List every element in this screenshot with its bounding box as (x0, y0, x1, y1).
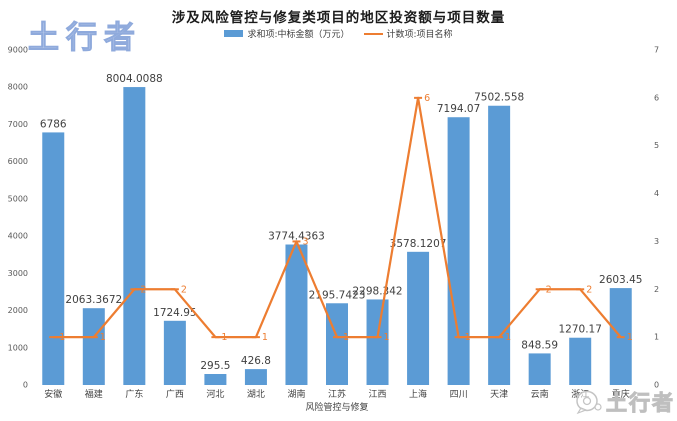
x-axis-label: 上海 (409, 388, 427, 400)
bar-value-label: 2063.3672 (65, 294, 122, 306)
bar (569, 337, 592, 385)
bar (407, 251, 430, 385)
line-value-label: 3 (302, 236, 308, 247)
x-axis-label: 江苏 (328, 388, 346, 400)
bar-value-label: 3774.4363 (268, 231, 325, 243)
x-axis-label: 天津 (490, 389, 508, 400)
y-axis-tick-left: 3000 (8, 269, 28, 278)
x-axis-label: 安徽 (44, 388, 62, 400)
bar-value-label: 2603.45 (599, 274, 642, 286)
watermark-top-left: 土行者 (28, 20, 142, 57)
bar (447, 117, 470, 385)
x-axis-label: 云南 (531, 388, 549, 400)
line-value-label: 1 (627, 332, 633, 343)
y-axis-tick-left: 1000 (8, 343, 28, 352)
line-value-label: 1 (384, 332, 390, 343)
y-axis-tick-right: 0 (654, 381, 659, 390)
bar-value-label: 1270.17 (558, 324, 601, 336)
bar-value-label: 3578.1207 (390, 238, 447, 250)
legend-item-bar-series: 求和项:中标金额（万元） (224, 27, 350, 40)
x-axis-title: 风险管控与修复 (305, 401, 368, 413)
legend-label-bar-series: 求和项:中标金额（万元） (247, 30, 350, 40)
x-axis-label: 福建 (85, 388, 103, 400)
line-value-label: 2 (181, 284, 187, 295)
bar (82, 308, 105, 385)
chat-bubble-icon (576, 390, 602, 415)
bar (123, 87, 146, 386)
legend-label-line-series: 计数项:项目名称 (386, 30, 453, 40)
line-value-label: 2 (546, 284, 552, 295)
bar-value-label: 295.5 (200, 360, 230, 372)
legend-item-line-series: 计数项:项目名称 (363, 27, 453, 40)
bar-value-label: 2195.7423 (309, 289, 366, 301)
y-axis-tick-right: 5 (654, 141, 659, 150)
x-axis-label: 四川 (450, 390, 468, 400)
y-axis-tick-left: 0 (23, 381, 28, 390)
bar (244, 369, 267, 385)
y-axis-tick-left: 7000 (8, 120, 28, 129)
y-axis-tick-left: 8000 (8, 83, 28, 92)
bar-value-label: 1724.95 (153, 307, 196, 319)
bar (163, 320, 186, 385)
bar (366, 299, 389, 385)
y-axis-tick-left: 5000 (8, 194, 28, 203)
watermark-bottom-right: 土行者 (574, 387, 675, 417)
bar-value-label: 848.59 (521, 339, 558, 351)
chart-legend: 求和项:中标金额（万元） 计数项:项目名称 (0, 27, 677, 40)
line-value-label: 1 (59, 332, 65, 343)
y-axis-tick-left: 9000 (8, 46, 28, 55)
x-axis-label: 重庆 (612, 388, 630, 400)
chart-title: 涉及风险管控与修复类项目的地区投资额与项目数量 (171, 10, 506, 26)
y-axis-tick-right: 4 (654, 189, 659, 198)
x-axis-label: 广东 (125, 388, 143, 400)
bar (285, 244, 308, 385)
bar-value-label: 7502.558 (474, 92, 524, 104)
line-value-label: 2 (140, 284, 146, 295)
line-value-label: 6 (424, 93, 430, 104)
bar-value-label: 6786 (40, 118, 67, 130)
y-axis-tick-right: 6 (654, 93, 659, 102)
bar (326, 303, 348, 385)
y-axis-tick-left: 4000 (8, 232, 28, 241)
x-axis-label: 广西 (166, 388, 184, 400)
bar (204, 374, 227, 385)
bar (488, 105, 511, 385)
bar-value-label: 426.8 (241, 355, 271, 367)
y-axis-tick-right: 3 (654, 237, 659, 246)
line-value-label: 1 (221, 332, 227, 343)
line-value-label: 2 (586, 284, 592, 295)
x-axis-label: 河北 (206, 388, 224, 400)
y-axis-tick-left: 6000 (8, 157, 28, 166)
bar (528, 353, 551, 385)
x-axis-label: 湖南 (287, 388, 305, 400)
y-axis-tick-right: 7 (654, 46, 659, 55)
bar (42, 132, 65, 385)
line-value-label: 1 (262, 332, 268, 343)
y-axis-tick-right: 2 (654, 285, 659, 294)
y-axis-tick-right: 1 (654, 333, 659, 342)
line-value-label: 1 (505, 332, 511, 343)
x-axis-label: 湖北 (247, 389, 265, 400)
line-value-label: 1 (100, 332, 106, 343)
y-axis-tick-left: 2000 (8, 306, 28, 315)
watermark-bottom-right-text: 土行者 (606, 391, 675, 416)
line-series-swatch (363, 32, 383, 35)
bar-value-label: 2298.342 (352, 285, 402, 297)
bar-value-label: 8004.0088 (106, 73, 163, 85)
bar-value-label: 7194.07 (437, 103, 480, 115)
line-value-label: 1 (465, 332, 471, 343)
bar-series-swatch (224, 30, 244, 37)
line-value-label: 1 (343, 332, 349, 343)
x-axis-label: 江西 (369, 389, 387, 400)
